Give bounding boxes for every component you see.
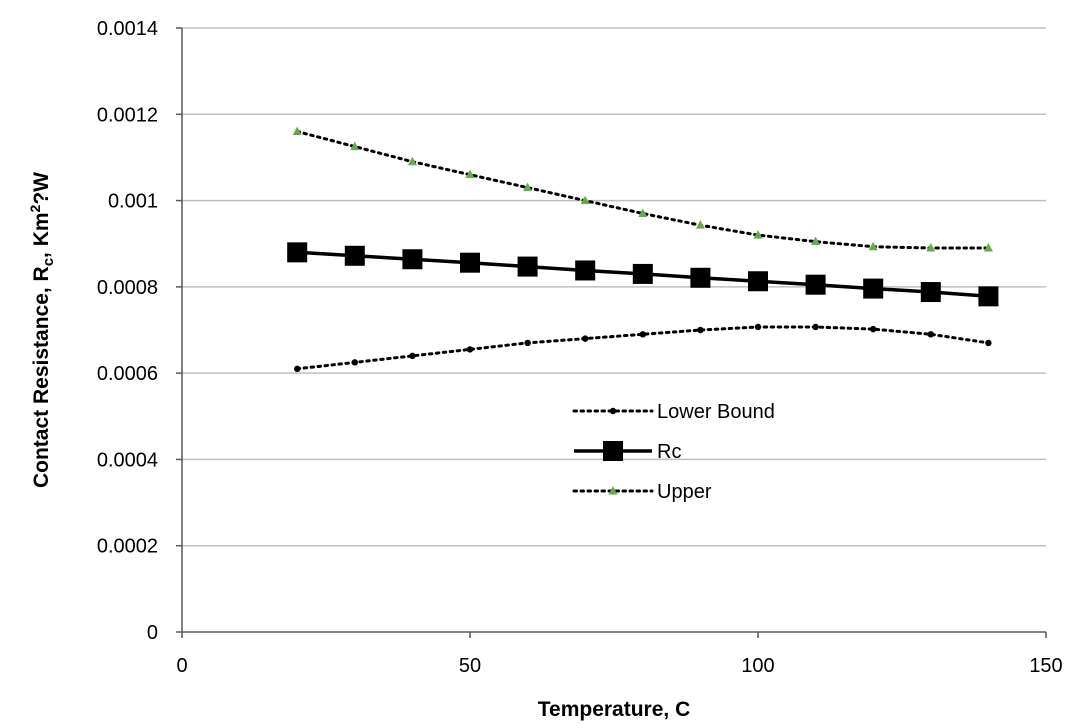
x-tick-label-3: 150 xyxy=(1029,655,1062,677)
legend: Lower Bound Rc Upper xyxy=(572,401,775,503)
y-axis-title-sub: c xyxy=(40,258,57,266)
data-point-1-11 xyxy=(920,282,941,303)
x-tick-label-1: 50 xyxy=(459,655,481,677)
data-point-2-4 xyxy=(523,182,533,192)
y-tick-label-0: 0 xyxy=(147,622,158,644)
data-point-2-7 xyxy=(695,220,705,229)
series-1 xyxy=(287,242,999,307)
y-tick-label-2: 0.0004 xyxy=(97,449,158,471)
x-tick-labels: 0 50 100 150 xyxy=(176,655,1062,677)
legend-marker-1 xyxy=(603,441,623,461)
data-point-0-0 xyxy=(294,365,301,373)
data-point-0-2 xyxy=(409,352,416,360)
data-point-1-10 xyxy=(863,278,884,299)
data-point-2-11 xyxy=(926,243,936,252)
data-point-0-5 xyxy=(582,335,589,342)
data-point-1-7 xyxy=(690,267,711,288)
series-line-2 xyxy=(295,130,990,250)
series-2 xyxy=(292,126,993,252)
series-layer xyxy=(287,126,999,373)
y-tick-label-7: 0.0014 xyxy=(97,18,158,40)
legend-item-rc: Rc xyxy=(574,441,681,463)
data-point-2-6 xyxy=(638,208,648,218)
y-tick-label-6: 0.0012 xyxy=(97,104,158,126)
legend-item-upper: Upper xyxy=(572,481,712,503)
data-point-0-6 xyxy=(639,331,646,338)
data-point-0-1 xyxy=(351,359,358,366)
legend-label-upper: Upper xyxy=(657,481,712,503)
data-point-1-8 xyxy=(748,271,768,292)
data-point-1-2 xyxy=(402,249,423,270)
data-point-1-6 xyxy=(632,263,653,284)
data-point-1-1 xyxy=(344,245,365,266)
data-point-0-8 xyxy=(754,323,762,331)
series-0 xyxy=(294,323,992,373)
y-axis-title-main: Contact Resistance, R xyxy=(30,266,53,488)
x-tick-label-0: 0 xyxy=(176,655,187,677)
legend-swatch-lower-bound xyxy=(572,407,654,415)
legend-marker-2 xyxy=(608,486,618,495)
y-tick-labels: 0 0.0002 0.0004 0.0006 0.0008 0.001 0.0012 0.00… xyxy=(97,18,158,644)
x-axis-title: Temperature, C xyxy=(538,698,691,721)
legend-item-lower-bound: Lower Bound xyxy=(572,401,775,423)
data-point-1-5 xyxy=(575,260,596,281)
data-point-2-10 xyxy=(868,241,878,251)
legend-swatch-upper xyxy=(572,486,654,495)
y-tick-label-3: 0.0006 xyxy=(97,363,158,385)
legend-marker-0 xyxy=(609,407,617,415)
axes xyxy=(176,27,1047,638)
data-point-0-10 xyxy=(870,325,877,333)
y-axis-title: Contact Resistance, Rc, Km2?W xyxy=(27,172,57,488)
y-axis-title-unit-prefix: , Km xyxy=(30,212,53,258)
data-point-0-9 xyxy=(812,323,819,331)
data-point-2-9 xyxy=(811,236,821,246)
data-point-2-1 xyxy=(350,141,360,151)
data-point-2-5 xyxy=(580,195,590,205)
y-tick-label-1: 0.0002 xyxy=(97,536,158,558)
data-point-1-3 xyxy=(460,252,480,273)
x-tick-label-2: 100 xyxy=(741,655,774,677)
data-point-0-11 xyxy=(927,331,934,338)
legend-label-lower-bound: Lower Bound xyxy=(657,401,775,423)
legend-label-rc: Rc xyxy=(657,441,681,463)
data-point-0-7 xyxy=(697,326,704,334)
data-point-2-0 xyxy=(292,126,302,136)
y-tick-label-4: 0.0008 xyxy=(97,277,158,299)
data-point-1-12 xyxy=(978,286,999,307)
data-point-0-12 xyxy=(985,339,992,347)
data-point-1-4 xyxy=(517,256,538,277)
data-point-2-8 xyxy=(753,230,763,239)
data-point-2-3 xyxy=(465,169,475,179)
y-tick-label-5: 0.001 xyxy=(108,191,158,213)
y-axis-title-sup: 2 xyxy=(27,204,43,212)
data-point-2-2 xyxy=(407,156,417,166)
gridlines xyxy=(182,27,1046,547)
data-point-1-9 xyxy=(805,274,826,295)
data-point-0-4 xyxy=(524,339,531,347)
data-point-2-12 xyxy=(983,243,993,252)
data-point-0-3 xyxy=(466,346,474,353)
legend-swatch-rc xyxy=(574,441,652,461)
data-point-1-0 xyxy=(287,242,308,263)
y-axis-title-unit-suffix: ?W xyxy=(30,172,53,205)
